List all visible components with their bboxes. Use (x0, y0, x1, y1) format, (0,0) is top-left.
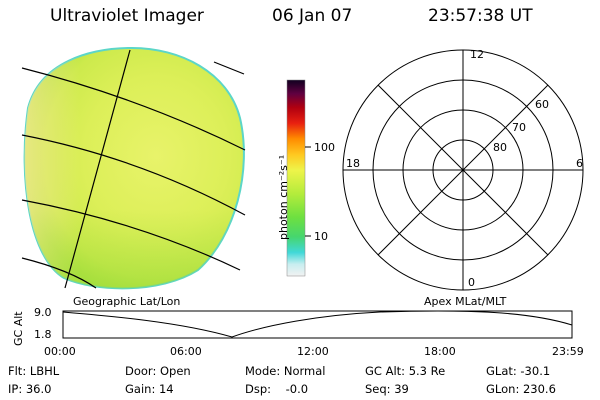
altitude-ymin: 1.8 (34, 328, 52, 341)
time-tick-3: 18:00 (424, 345, 456, 358)
door-info: Door: Open (125, 364, 191, 378)
uv-image-disk (23, 46, 245, 290)
time-tick-4: 23:59 (552, 345, 584, 358)
gc-alt-info: GC Alt: 5.3 Re (365, 364, 446, 378)
geographic-caption: Geographic Lat/Lon (73, 295, 181, 308)
mlat-label-60: 60 (535, 98, 549, 111)
app-title: Ultraviolet Imager (50, 6, 204, 26)
colorbar-unit-label: photon cm⁻²s⁻¹ (277, 154, 290, 240)
altitude-plot (62, 310, 573, 339)
mlt-label-12: 12 (470, 48, 484, 61)
filter-info: Flt: LBHL (8, 364, 60, 378)
mlat-label-80: 80 (493, 141, 507, 154)
mlt-label-0: 0 (468, 276, 475, 289)
mode-info: Mode: Normal (245, 364, 326, 378)
colorbar (286, 79, 311, 277)
seq-info: Seq: 39 (365, 382, 409, 396)
glat-info: GLat: -30.1 (486, 364, 551, 378)
apex-caption: Apex MLat/MLT (424, 295, 507, 308)
altitude-axis-label: GC Alt (12, 311, 25, 346)
dsp-info: Dsp: -0.0 (245, 382, 309, 396)
time-tick-0: 00:00 (44, 345, 76, 358)
geographic-grid (21, 49, 246, 289)
mlt-label-6: 6 (576, 157, 583, 170)
colorbar-tick-100: 100 (314, 141, 335, 154)
altitude-ymax: 9.0 (34, 306, 52, 319)
time-label: 23:57:38 UT (428, 6, 533, 26)
time-tick-1: 06:00 (170, 345, 202, 358)
polar-plot (342, 49, 584, 291)
glon-info: GLon: 230.6 (486, 382, 556, 396)
gain-info: Gain: 14 (125, 382, 174, 396)
mlt-label-18: 18 (346, 157, 360, 170)
mlat-label-70: 70 (512, 121, 526, 134)
date-label: 06 Jan 07 (272, 6, 353, 26)
ip-info: IP: 36.0 (8, 382, 52, 396)
colorbar-tick-10: 10 (314, 230, 328, 243)
time-tick-2: 12:00 (297, 345, 329, 358)
